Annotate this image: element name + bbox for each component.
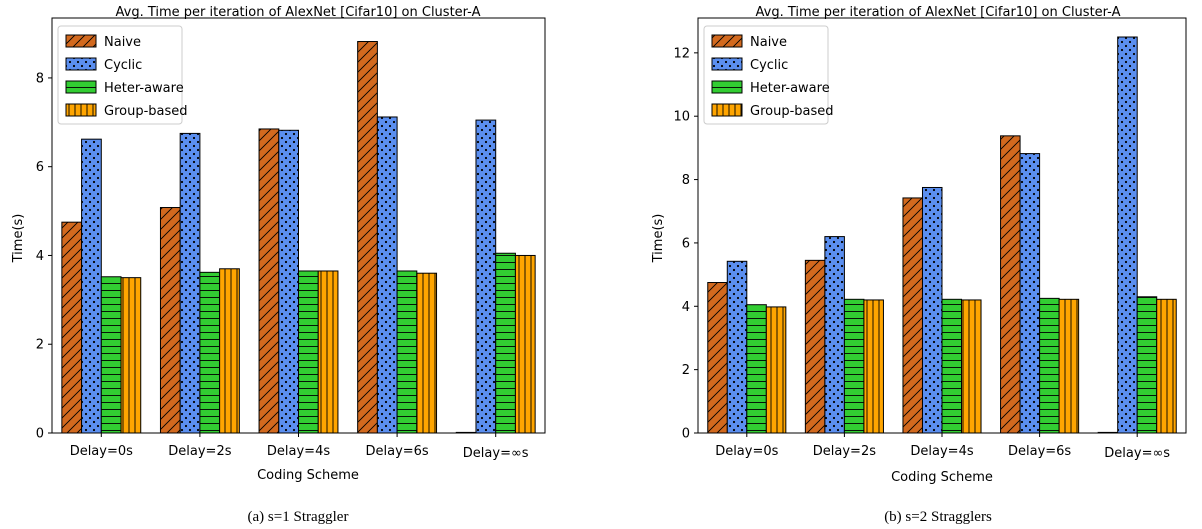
bar-heter-aware	[1039, 297, 1060, 434]
legend-box	[703, 25, 829, 125]
legend-swatch-group-based	[65, 103, 97, 117]
legend-label-naive: Naive	[750, 35, 787, 50]
bar-cyclic	[824, 236, 845, 434]
chart-panel-b: Avg. Time per iteration of AlexNet [Cifa…	[651, 5, 1187, 525]
legend-label-cyclic: Cyclic	[104, 58, 142, 73]
y-tick-label: 12	[673, 46, 690, 61]
chart-title: Avg. Time per iteration of AlexNet [Cifa…	[116, 5, 481, 20]
y-tick-label: 6	[36, 160, 44, 175]
bar-heter-aware	[941, 298, 963, 434]
bar-naive	[1000, 135, 1021, 434]
legend-label-group-based: Group-based	[104, 104, 188, 119]
legend-swatch-group-based	[711, 103, 743, 117]
bar-group-based	[1058, 298, 1080, 434]
x-axis-label: Coding Scheme	[891, 470, 993, 485]
bar-cyclic	[278, 129, 299, 434]
legend-label-naive: Naive	[104, 35, 141, 50]
bar-cyclic	[726, 260, 748, 434]
y-axis-label: Time(s)	[651, 214, 666, 264]
bar-cyclic	[179, 132, 201, 434]
x-tick-label: Delay=2s	[813, 444, 876, 459]
x-tick-label: Delay=∞s	[463, 446, 529, 461]
plot-frame	[697, 17, 1187, 434]
y-tick-label: 2	[36, 338, 44, 353]
bar-heter-aware	[843, 298, 865, 434]
x-ticks: Delay=0s Delay=2s Delay=4s Delay=6s Delay=∞s	[715, 433, 1170, 461]
legend-swatch-naive	[65, 34, 97, 48]
x-axis-label: Coding Scheme	[257, 468, 359, 483]
y-tick-label: 0	[36, 427, 44, 442]
bars-group	[61, 41, 536, 434]
bar-group-based	[120, 277, 142, 434]
legend-label-heter-aware: Heter-aware	[750, 81, 830, 96]
bar-naive	[258, 128, 280, 434]
legend-swatch-heter-aware	[65, 80, 97, 94]
y-tick-label: 0	[682, 427, 690, 442]
bar-cyclic	[1019, 153, 1041, 434]
bar-cyclic	[921, 186, 943, 434]
bar-cyclic	[475, 119, 497, 434]
x-tick-label: Delay=∞s	[1104, 446, 1170, 461]
bar-heter-aware	[298, 270, 319, 434]
y-tick-label: 6	[682, 236, 690, 251]
y-ticks: 0 2 4 6 8	[36, 71, 52, 442]
x-tick-label: Delay=0s	[715, 444, 778, 459]
y-tick-label: 8	[682, 173, 690, 188]
bar-naive	[159, 207, 181, 434]
figure-caption: (b) s=2 Stragglers	[884, 509, 992, 525]
bar-group-based	[1156, 298, 1177, 434]
bar-heter-aware	[1136, 296, 1158, 434]
bar-naive	[357, 41, 378, 434]
y-tick-label: 8	[36, 71, 44, 86]
legend-label-cyclic: Cyclic	[750, 58, 788, 73]
legend-label-heter-aware: Heter-aware	[104, 81, 184, 96]
bar-cyclic	[1117, 36, 1138, 434]
plot-frame	[51, 17, 546, 434]
legend-swatch-naive	[711, 34, 743, 48]
bar-group-based	[765, 306, 787, 434]
bars-group	[707, 36, 1177, 434]
bar-heter-aware	[199, 271, 221, 434]
y-tick-label: 2	[682, 363, 690, 378]
x-tick-label: Delay=6s	[1008, 444, 1071, 459]
y-tick-label: 10	[673, 110, 690, 125]
legend-swatch-cyclic	[65, 57, 97, 71]
legend-swatch-heter-aware	[711, 80, 743, 94]
chart-panel-a: Avg. Time per iteration of AlexNet [Cifa…	[11, 5, 546, 525]
chart-title: Avg. Time per iteration of AlexNet [Cifa…	[756, 5, 1121, 20]
x-tick-label: Delay=6s	[365, 444, 428, 459]
bar-naive	[804, 259, 826, 434]
legend-label-group-based: Group-based	[750, 104, 834, 119]
y-axis-label: Time(s)	[11, 214, 26, 264]
legend-swatch-cyclic	[711, 57, 743, 71]
bar-naive	[61, 221, 83, 434]
bar-heter-aware	[396, 270, 418, 434]
bar-heter-aware	[100, 276, 122, 434]
x-ticks: Delay=0s Delay=2s Delay=4s Delay=6s Delay=∞s	[70, 433, 529, 461]
legend: Naive Cyclic Heter-aware Group-based	[703, 25, 834, 125]
bar-group-based	[863, 299, 884, 434]
bar-group-based	[416, 272, 438, 434]
x-tick-label: Delay=4s	[910, 444, 973, 459]
bar-heter-aware	[746, 304, 767, 434]
legend-box	[57, 25, 183, 125]
x-tick-label: Delay=0s	[70, 444, 133, 459]
figure-caption: (a) s=1 Straggler	[248, 509, 349, 525]
bar-group-based	[514, 254, 536, 434]
bar-naive	[707, 282, 728, 434]
bar-heter-aware	[495, 252, 516, 434]
bar-group-based	[317, 270, 339, 434]
bar-cyclic	[376, 116, 398, 434]
x-tick-label: Delay=4s	[267, 444, 330, 459]
y-ticks: 0 2 4 6 8 10 12	[673, 46, 698, 442]
bar-naive	[902, 197, 923, 434]
bar-cyclic	[81, 138, 102, 434]
y-tick-label: 4	[36, 249, 44, 264]
x-tick-label: Delay=2s	[168, 444, 231, 459]
bar-group-based	[961, 299, 982, 434]
y-tick-label: 4	[682, 300, 690, 315]
legend: Naive Cyclic Heter-aware Group-based	[57, 25, 188, 125]
bar-group-based	[219, 268, 240, 434]
